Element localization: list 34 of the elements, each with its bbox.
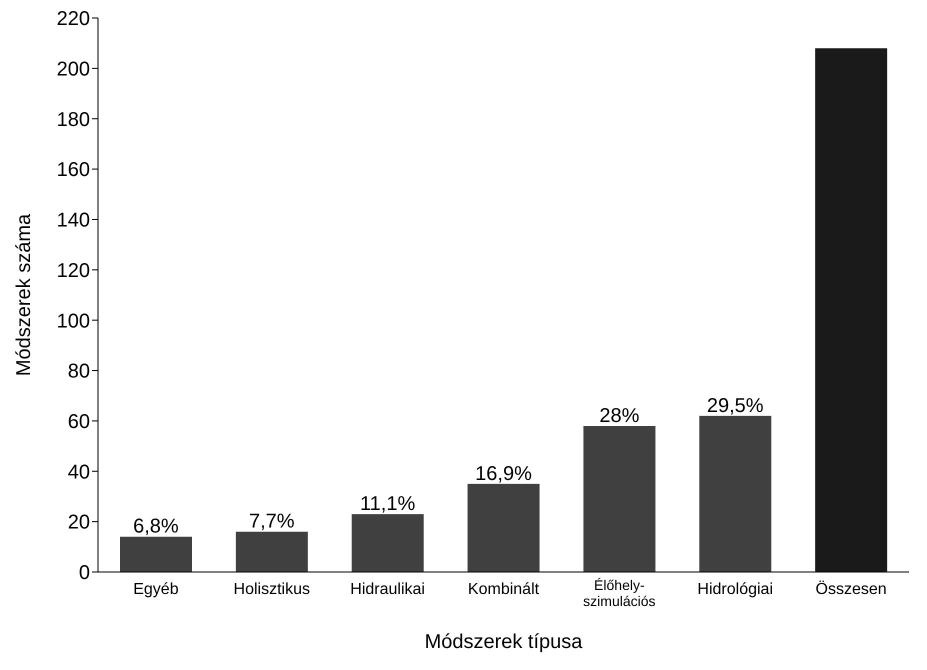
bar	[120, 536, 192, 572]
annotation: 11,1%	[360, 493, 416, 516]
x-tick-label: Hidrológiai	[697, 581, 774, 598]
x-tick-label: Hidraulikai	[350, 581, 425, 598]
y-tick-label: 220	[56, 8, 90, 30]
y-tick-label: 40	[68, 461, 90, 484]
y-tick-label: 100	[56, 310, 90, 332]
bar	[468, 484, 540, 572]
y-tick-label: 180	[56, 108, 90, 131]
y-axis-title: Módszerek száma	[13, 212, 36, 376]
bar	[236, 532, 308, 572]
bar	[583, 426, 656, 572]
y-tick-label: 160	[56, 159, 90, 182]
y-tick-label: 0	[78, 562, 90, 584]
x-tick-label: Egyéb	[133, 581, 179, 598]
x-tick-label: Kombinált	[468, 581, 540, 598]
x-tick-label: Összesen	[816, 580, 887, 598]
x-tick-label: Holisztikus	[234, 581, 310, 598]
y-tick-label: 20	[68, 512, 90, 534]
bar	[815, 48, 888, 572]
y-tick-label: 60	[68, 411, 90, 434]
annotation: 28%	[599, 404, 640, 427]
y-tick-label: 200	[56, 58, 90, 80]
y-tick-label: 80	[68, 360, 90, 383]
x-axis-title: Módszerek típusa	[424, 631, 584, 653]
y-tick-label: 140	[56, 210, 90, 232]
bar	[699, 416, 772, 572]
annotation: 7,7%	[248, 510, 295, 533]
bar	[352, 514, 424, 572]
x-tick-label: Élőhely- szimulációs	[583, 577, 656, 609]
annotation: 6,8%	[133, 516, 179, 538]
annotation: 16,9%	[475, 462, 532, 485]
annotation: 29,5%	[706, 394, 764, 417]
y-tick-label: 120	[56, 260, 90, 282]
